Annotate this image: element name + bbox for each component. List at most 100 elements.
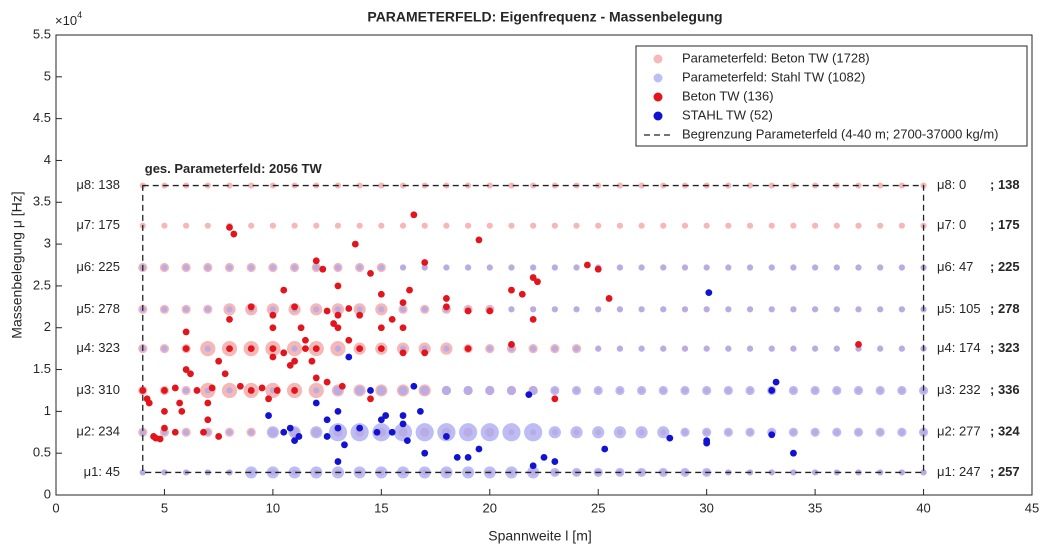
field-point (551, 306, 558, 313)
field-point (248, 429, 255, 436)
field-point (832, 427, 842, 437)
field-point (746, 222, 754, 229)
data-point (551, 458, 559, 465)
data-point (377, 345, 385, 353)
field-point (573, 264, 580, 271)
data-point (323, 416, 331, 424)
field-point (768, 182, 775, 189)
field-point (269, 222, 276, 229)
data-point (161, 407, 168, 415)
field-point (418, 466, 431, 479)
x-tick-label: 25 (591, 500, 605, 515)
data-point (312, 399, 320, 407)
field-point (680, 385, 690, 396)
data-point (605, 295, 613, 302)
field-point (681, 306, 689, 313)
row-label-beton: μ5: 278 (76, 301, 120, 316)
legend-label: Parameterfeld: Beton TW (1728) (682, 50, 870, 65)
field-point (183, 222, 190, 229)
field-point (313, 387, 320, 394)
field-point (421, 306, 428, 313)
field-point (328, 423, 348, 442)
field-point (595, 222, 602, 229)
x-tick-label: 45 (1025, 500, 1039, 515)
field-point (291, 222, 298, 229)
y-tick-label: 5 (44, 68, 51, 83)
field-point (480, 423, 499, 442)
data-point (453, 453, 461, 461)
field-point (898, 264, 905, 271)
data-point (421, 259, 429, 266)
field-point (746, 182, 754, 189)
data-point (139, 387, 147, 394)
field-point (398, 385, 408, 396)
x-tick-label: 30 (699, 500, 713, 515)
data-point (182, 328, 190, 336)
data-point (308, 357, 316, 365)
row-label-total: ; 225 (990, 259, 1020, 274)
field-point (356, 222, 363, 229)
y-tick-label: 4.5 (33, 110, 51, 125)
data-point (247, 387, 255, 394)
field-point (551, 264, 558, 271)
data-point (666, 434, 674, 442)
data-point (161, 424, 168, 432)
field-point (746, 264, 754, 271)
y-tick-label: 1 (44, 403, 51, 418)
field-point (378, 306, 385, 313)
field-point (161, 345, 168, 352)
field-point (855, 222, 862, 229)
field-point (530, 306, 537, 313)
field-point (573, 222, 580, 229)
field-point (458, 423, 478, 442)
field-point (378, 182, 385, 189)
data-point (377, 416, 385, 424)
data-point (204, 416, 212, 424)
field-point (313, 306, 320, 313)
field-point (248, 222, 255, 229)
data-point (351, 240, 359, 248)
field-point (810, 427, 820, 437)
data-point (295, 433, 303, 440)
data-point (443, 295, 450, 302)
field-point (875, 427, 885, 437)
field-point (551, 345, 558, 352)
field-point (788, 385, 799, 396)
field-point (723, 385, 733, 396)
field-point (877, 264, 884, 271)
field-point (505, 466, 518, 479)
data-point (367, 395, 374, 403)
data-point (193, 387, 201, 394)
field-point (350, 423, 369, 442)
boundary (142, 184, 925, 474)
data-point (291, 437, 298, 445)
legend-label: Parameterfeld: Stahl TW (1082) (682, 69, 865, 84)
data-point (280, 428, 288, 436)
field-point (897, 385, 907, 396)
field-point (183, 306, 190, 313)
y-tick-label: 5.5 (33, 26, 51, 41)
field-point (812, 222, 819, 229)
data-point (291, 357, 298, 365)
exponent-power: 4 (77, 10, 82, 20)
legend-marker (653, 73, 663, 83)
field-point (638, 306, 645, 313)
data-point (464, 453, 472, 461)
field-point (551, 222, 558, 229)
data-point (291, 303, 298, 311)
field-point (681, 222, 689, 229)
y-tick-label: 4 (44, 152, 51, 167)
data-point (373, 428, 381, 436)
field-point (378, 264, 385, 271)
row-label-stahl: μ1: 247 (937, 464, 981, 479)
field-point (291, 264, 298, 271)
data-point (171, 428, 179, 436)
field-point (745, 427, 755, 437)
field-point (833, 306, 840, 313)
field-point (877, 182, 884, 189)
field-point (875, 385, 885, 396)
data-point (247, 303, 255, 311)
field-point (790, 345, 797, 352)
data-point (416, 407, 424, 415)
field-point (638, 264, 645, 271)
